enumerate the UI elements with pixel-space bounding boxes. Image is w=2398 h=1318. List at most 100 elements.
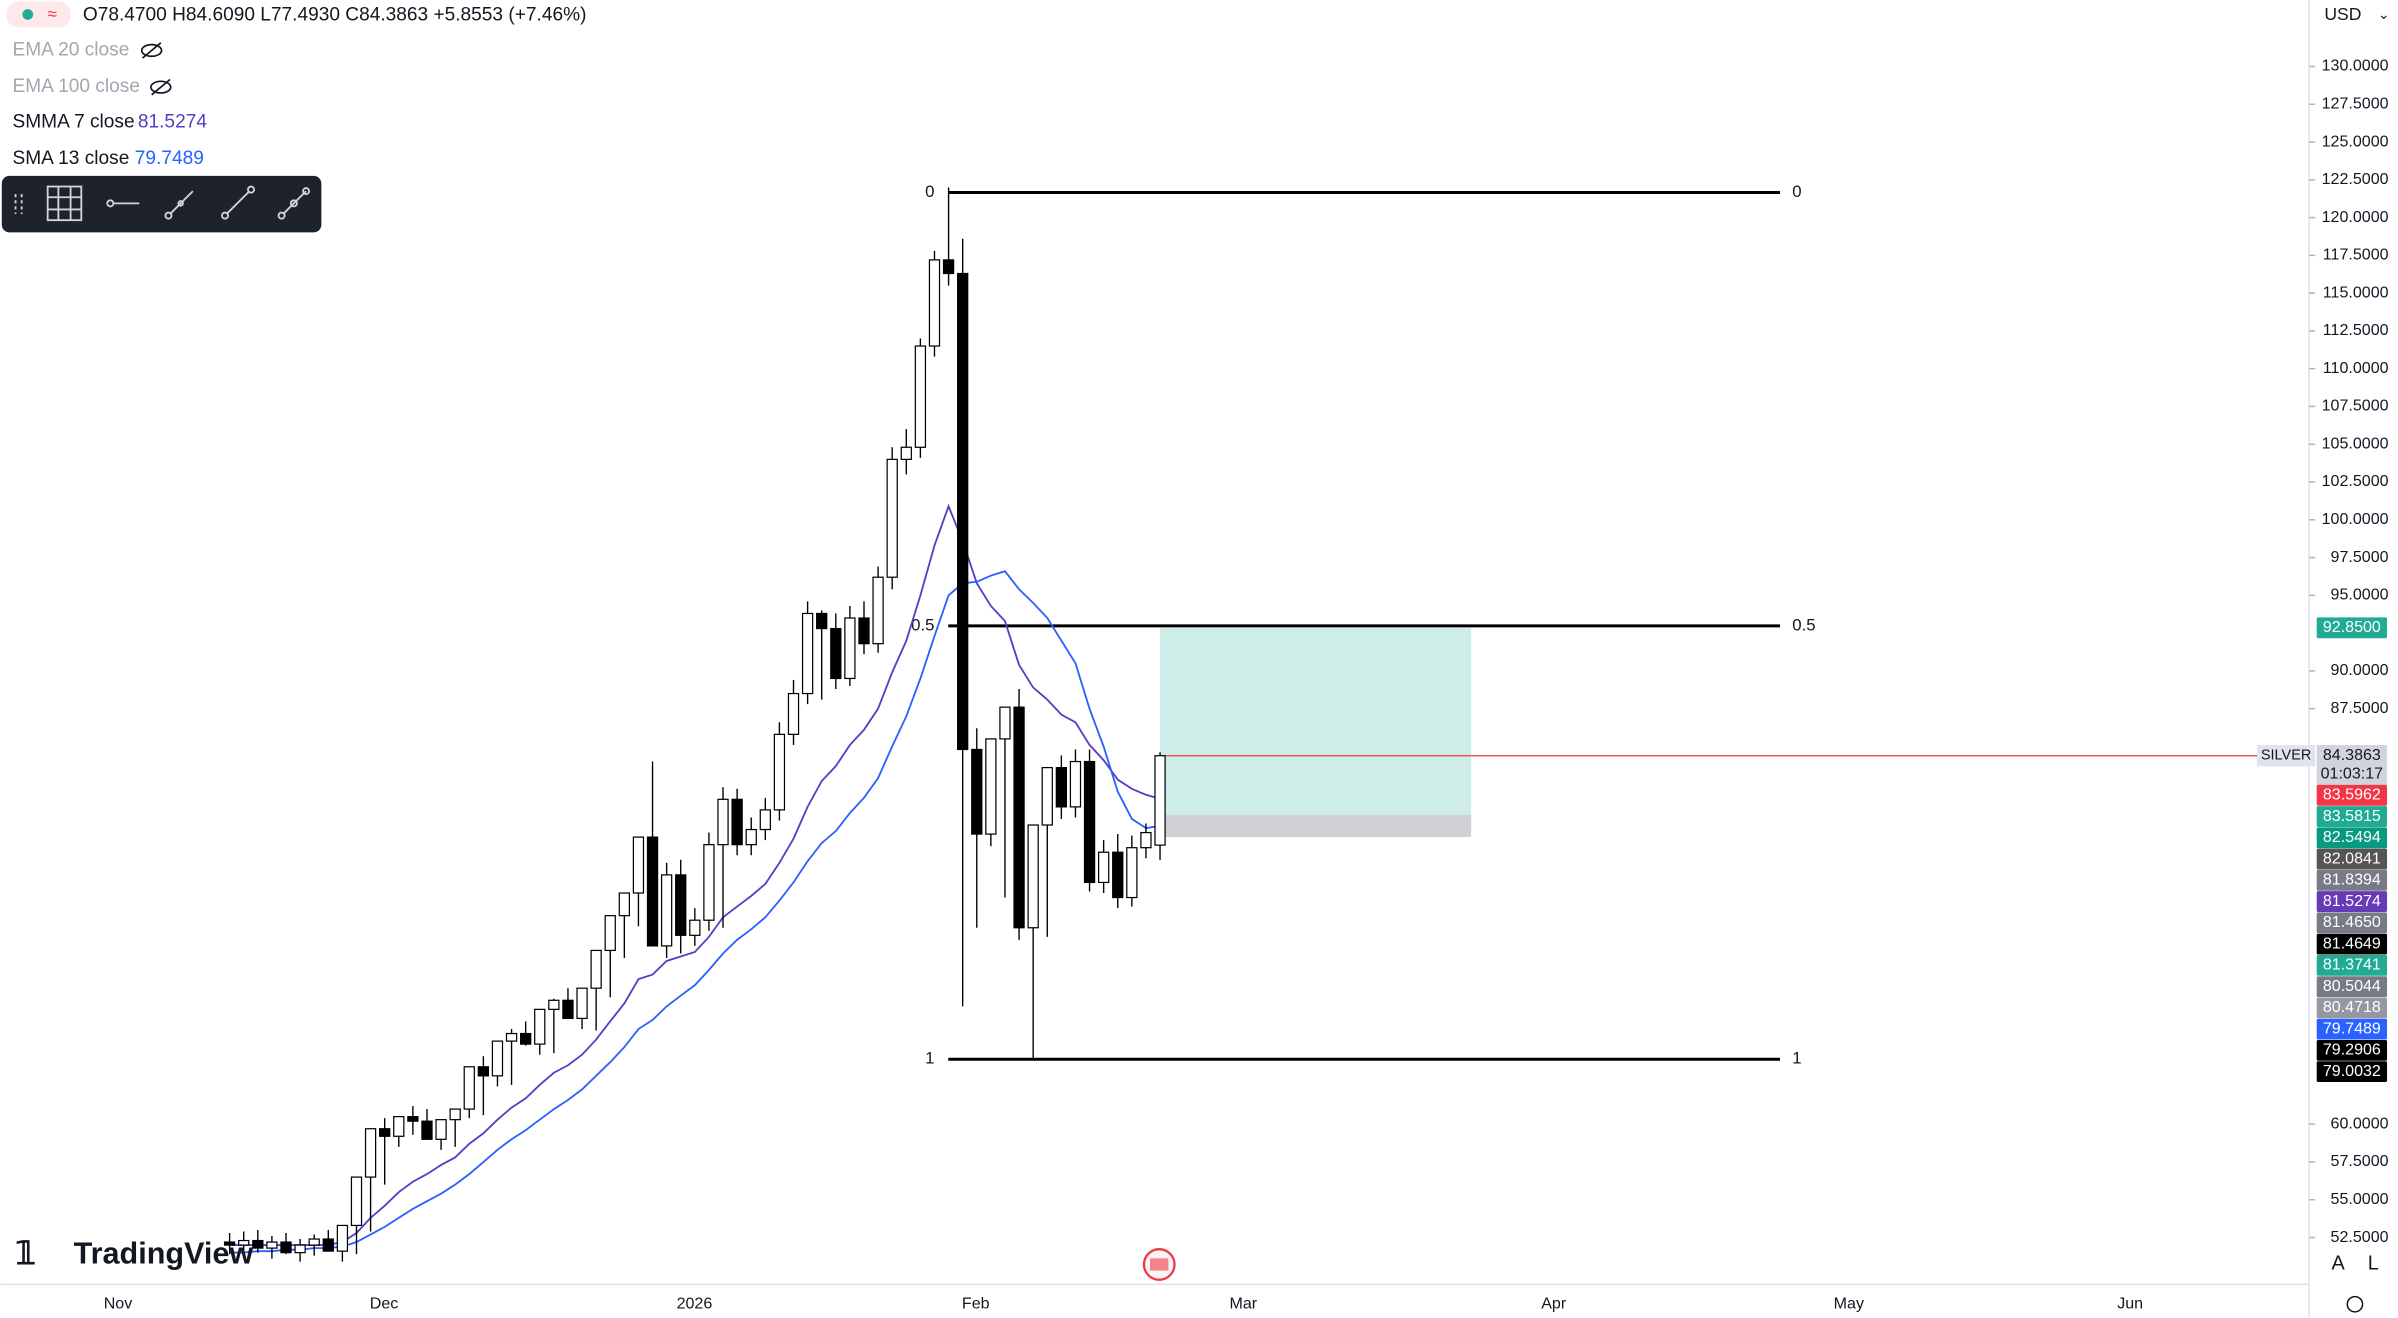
candle-body [336,1224,349,1252]
candle-body [1013,706,1025,929]
status-pill[interactable] [6,1,71,28]
badge-label: 92.8500 [2323,618,2381,636]
y-tick-label: 127.5000 [2322,94,2389,112]
event-flag-inner [1150,1258,1169,1271]
status-icon: ≈ [48,5,57,24]
y-tick-label: 112.5000 [2323,321,2389,339]
y-tick-label: 57.5000 [2331,1152,2389,1170]
y-tick-label: 117.5000 [2323,246,2389,264]
badge-label: 79.7489 [2323,1019,2381,1037]
hidden-icons[interactable] [140,42,172,96]
candle-body [787,692,800,735]
price-label: 84.3863 [2323,746,2381,764]
candle-body [520,1032,532,1045]
candle-body [999,706,1011,740]
candle-body [266,1241,278,1249]
x-tick-label: Apr [1541,1294,1567,1312]
badge-label: 79.2906 [2323,1041,2381,1059]
candle-body [223,1241,236,1246]
x-tick-label: Nov [104,1294,133,1312]
settings[interactable] [2346,1295,2364,1313]
candle-body [689,919,701,936]
x-tick-label: Jun [2117,1294,2143,1312]
symbol-name: SILVER [2261,748,2312,764]
y-tick-label: 110.0000 [2323,359,2389,377]
price-badge [2316,745,2388,787]
candle-body [957,272,969,751]
y-tick-label: 107.5000 [2322,397,2389,415]
fib-label: 0.5 [1792,615,1815,634]
indicator-line [229,570,1161,1254]
badge-label: 81.4650 [2323,913,2381,931]
candle-body [280,1241,292,1254]
badge-label: 80.5044 [2323,977,2381,995]
fib-label: 0 [1792,182,1801,201]
log-scale[interactable]: L [2368,1253,2379,1275]
candle-body [576,987,588,1020]
y-tick-label: 130.0000 [2322,57,2389,75]
price-badge [2316,954,2388,976]
candle-body [675,874,687,936]
candle-body [590,949,602,989]
symbol-badge [2257,745,2316,767]
candle-body [858,617,870,645]
take-profit-zone [1160,627,1472,815]
badge-label: 83.5962 [2323,786,2381,804]
currency-arrow[interactable]: ⌄ [2378,7,2390,22]
indicator-label[interactable]: SMA 13 close [12,148,129,169]
candle-body [364,1128,377,1178]
candle-body [1126,847,1138,899]
candle-body [971,748,983,835]
badge-label: 79.0032 [2323,1062,2381,1080]
indicator-value: 81.5274 [138,111,207,132]
brand-logo: 𝟙 [16,1235,36,1271]
indicator-label[interactable]: SMMA 7 close [12,111,134,132]
y-tick-label: 105.0000 [2322,434,2389,452]
candle-body [1027,824,1039,929]
candle-body [407,1116,419,1122]
candle-body [1112,851,1124,899]
x-tick-label: Feb [962,1294,990,1312]
indicator-label[interactable]: EMA 20 close [12,40,129,61]
badge-label: 82.0841 [2323,849,2381,867]
y-tick-label: 87.5000 [2331,699,2389,717]
candle-body [872,576,884,645]
candle-body [816,612,828,630]
indicator-label[interactable]: EMA 100 close [12,76,139,97]
candle-body [604,915,616,952]
candle-body [731,798,743,846]
status-dot [22,9,34,20]
candle-body [1083,760,1096,884]
candle-body [928,259,941,347]
badge-label: 81.3741 [2323,956,2381,974]
candle-body [1041,766,1053,826]
candle-body [238,1239,250,1246]
candle-body [660,874,673,947]
price-badge [2316,869,2388,891]
currency[interactable]: USD [2324,4,2361,24]
brand[interactable]: TradingView [74,1236,254,1270]
fib-label: 1 [1792,1049,1801,1068]
candle-body [844,617,856,680]
price-badge [2316,784,2388,806]
candle-body [252,1239,264,1249]
y-tick-label: 52.5000 [2331,1228,2389,1246]
badge-label: 81.4649 [2323,934,2381,952]
plot: 130.0000 127.5000 125.0000 122.5000 120.0000… [104,57,2389,1313]
candle-body [1154,755,1166,846]
price-badge [2316,933,2388,955]
candle-body [1140,831,1152,849]
fib-label: 1 [925,1049,934,1068]
x-tick-label: Dec [370,1294,399,1312]
candle-body [379,1128,391,1137]
candle-body [632,836,645,894]
auto-scale[interactable]: A [2331,1253,2345,1275]
badge-label: 80.4718 [2323,998,2381,1016]
y-tick-label: 55.0000 [2331,1190,2389,1208]
price-badge [2316,997,2388,1019]
toolbar-icons[interactable] [14,185,311,222]
ohlc: O78.4700 H84.6090 L77.4930 C84.3863 +5.8… [83,4,587,25]
candle-body [830,627,842,680]
